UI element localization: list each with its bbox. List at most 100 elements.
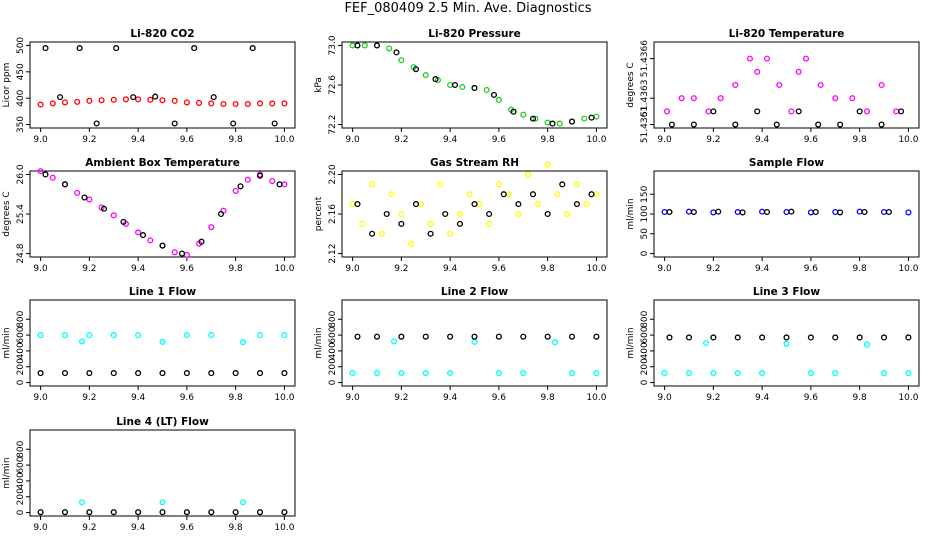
data-point (849, 95, 856, 102)
plot-title: Gas Stream RH (430, 157, 519, 169)
data-point (529, 191, 537, 198)
series-raw (349, 338, 600, 377)
data-point (281, 332, 288, 339)
data-point (812, 208, 819, 216)
plot-title: Sample Flow (749, 157, 824, 169)
plot-frame (341, 170, 608, 258)
x-tick-label: 9.4 (443, 135, 458, 145)
data-point (269, 177, 276, 185)
data-point (861, 208, 868, 216)
x-tick-label: 9.8 (540, 264, 555, 274)
data-point (281, 100, 288, 107)
panel-sample-flow: Sample Flow 9.0 9.2 9.4 9.6 9.8 10.0 0 50 100 150 m… (626, 157, 920, 274)
data-point (568, 333, 576, 340)
series-raw (37, 168, 288, 258)
data-point (412, 201, 420, 208)
data-point (710, 209, 717, 216)
data-point (471, 84, 478, 92)
data-point (559, 181, 566, 188)
data-point (210, 94, 217, 101)
data-point (271, 120, 278, 127)
data-point (763, 208, 771, 216)
data-point (359, 220, 366, 227)
x-tick-label: 9.8 (228, 264, 243, 274)
data-point (76, 45, 83, 52)
x-tick-label: 10.0 (274, 135, 294, 145)
data-point (232, 100, 239, 108)
data-point (412, 66, 420, 73)
x-tick-label: 9.0 (33, 264, 48, 274)
y-tick-label: 400 (16, 472, 26, 489)
y-tick-label: 24.8 (16, 243, 26, 263)
data-point (437, 181, 444, 188)
data-point (244, 176, 251, 183)
data-point (237, 183, 244, 190)
y-tick-label: 400 (328, 342, 338, 359)
data-point (581, 115, 588, 122)
x-tick-label: 9.2 (82, 264, 96, 274)
data-point (788, 108, 795, 115)
data-point (183, 370, 190, 377)
x-tick-label: 9.2 (394, 135, 408, 145)
series-raw (37, 96, 288, 108)
y-tick-label: 400 (16, 342, 26, 359)
data-point (122, 96, 129, 103)
data-point (135, 332, 142, 339)
x-tick-label: 10.0 (898, 393, 918, 403)
data-point (78, 499, 86, 506)
data-point (856, 334, 863, 341)
plot-title: Li-820 Pressure (428, 28, 521, 40)
series-raw (661, 339, 912, 377)
panel-co2: Li-820 CO2 9.0 9.2 9.4 9.6 9.8 10.0 350 400 450 50… (2, 28, 296, 145)
x-tick-label: 10.0 (898, 135, 918, 145)
plot-title: Li-820 CO2 (130, 28, 194, 40)
data-point (147, 96, 154, 103)
data-point (422, 333, 429, 340)
data-point (685, 370, 693, 377)
data-point (776, 81, 783, 89)
plot-frame (341, 299, 608, 387)
data-point (369, 230, 376, 237)
data-point (159, 499, 166, 506)
data-point (666, 334, 673, 341)
series-raw (37, 499, 288, 516)
data-point (690, 95, 697, 102)
y-tick-label: 51.4361 (640, 106, 650, 143)
data-point (856, 208, 863, 215)
data-point (447, 370, 454, 377)
x-tick-label: 9.0 (345, 264, 360, 274)
data-point (471, 201, 478, 208)
data-point (86, 509, 93, 516)
data-point (773, 121, 780, 128)
data-point (388, 191, 395, 198)
data-point (593, 370, 600, 377)
data-point (37, 370, 44, 377)
y-tick-label: 200 (16, 358, 26, 375)
panel-pressure: Li-820 Pressure 9.0 9.2 9.4 9.6 9.8 10.0 72.2 72… (314, 28, 608, 145)
y-axis-label: kPa (314, 77, 324, 93)
data-point (393, 49, 400, 56)
data-point (898, 108, 905, 115)
x-tick-label: 9.0 (657, 135, 672, 145)
data-point (710, 370, 717, 377)
data-point (754, 108, 761, 115)
x-tick-label: 10.0 (274, 264, 294, 274)
data-point (554, 191, 561, 198)
data-point (159, 242, 166, 249)
x-tick-label: 10.0 (274, 393, 294, 403)
x-tick-label: 9.4 (131, 135, 146, 145)
data-point (495, 333, 502, 340)
data-point (147, 237, 154, 244)
data-point (685, 208, 693, 215)
x-tick-label: 9.8 (228, 135, 243, 145)
data-point (832, 334, 839, 341)
data-point (668, 121, 675, 128)
data-point (583, 201, 590, 208)
data-point (220, 100, 227, 108)
data-point (802, 55, 810, 62)
data-point (86, 370, 93, 377)
panel-line2: Line 2 Flow 9.0 9.2 9.4 9.6 9.8 10.0 0 200400600… (314, 286, 608, 403)
plot-frame (653, 41, 920, 129)
data-point (171, 120, 178, 127)
